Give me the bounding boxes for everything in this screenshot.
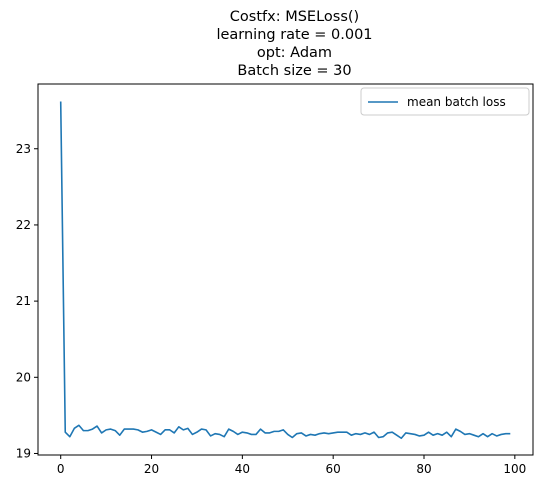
x-tick-label: 20 <box>144 462 159 476</box>
x-tick-label: 80 <box>416 462 431 476</box>
x-tick-label: 60 <box>326 462 341 476</box>
chart-title: Costfx: MSELoss() learning rate = 0.001 … <box>216 9 372 79</box>
legend-label-mean-batch-loss: mean batch loss <box>407 95 506 109</box>
series-layer <box>59 101 511 440</box>
axis-ticks: 0 20 40 60 80 100 19 20 21 22 23 <box>16 142 527 476</box>
y-tick-label: 20 <box>16 370 31 384</box>
title-line-2: learning rate = 0.001 <box>216 27 372 43</box>
series-line-mean-batch-loss <box>59 101 511 440</box>
y-tick-label: 23 <box>16 142 31 156</box>
legend-box <box>360 87 530 116</box>
legend: mean batch loss <box>360 87 530 116</box>
title-line-4: Batch size = 30 <box>237 63 351 79</box>
y-tick-label: 21 <box>16 294 31 308</box>
title-line-1: Costfx: MSELoss() <box>230 9 359 25</box>
x-tick-label: 0 <box>57 462 65 476</box>
title-line-3: opt: Adam <box>257 45 332 61</box>
plot-frame <box>37 83 534 456</box>
x-tick-label: 100 <box>503 462 526 476</box>
y-tick-label: 19 <box>16 446 31 460</box>
x-tick-label: 40 <box>235 462 250 476</box>
y-tick-label: 22 <box>16 218 31 232</box>
